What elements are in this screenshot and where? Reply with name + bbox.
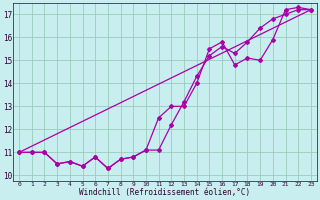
X-axis label: Windchill (Refroidissement éolien,°C): Windchill (Refroidissement éolien,°C) [79,188,251,197]
